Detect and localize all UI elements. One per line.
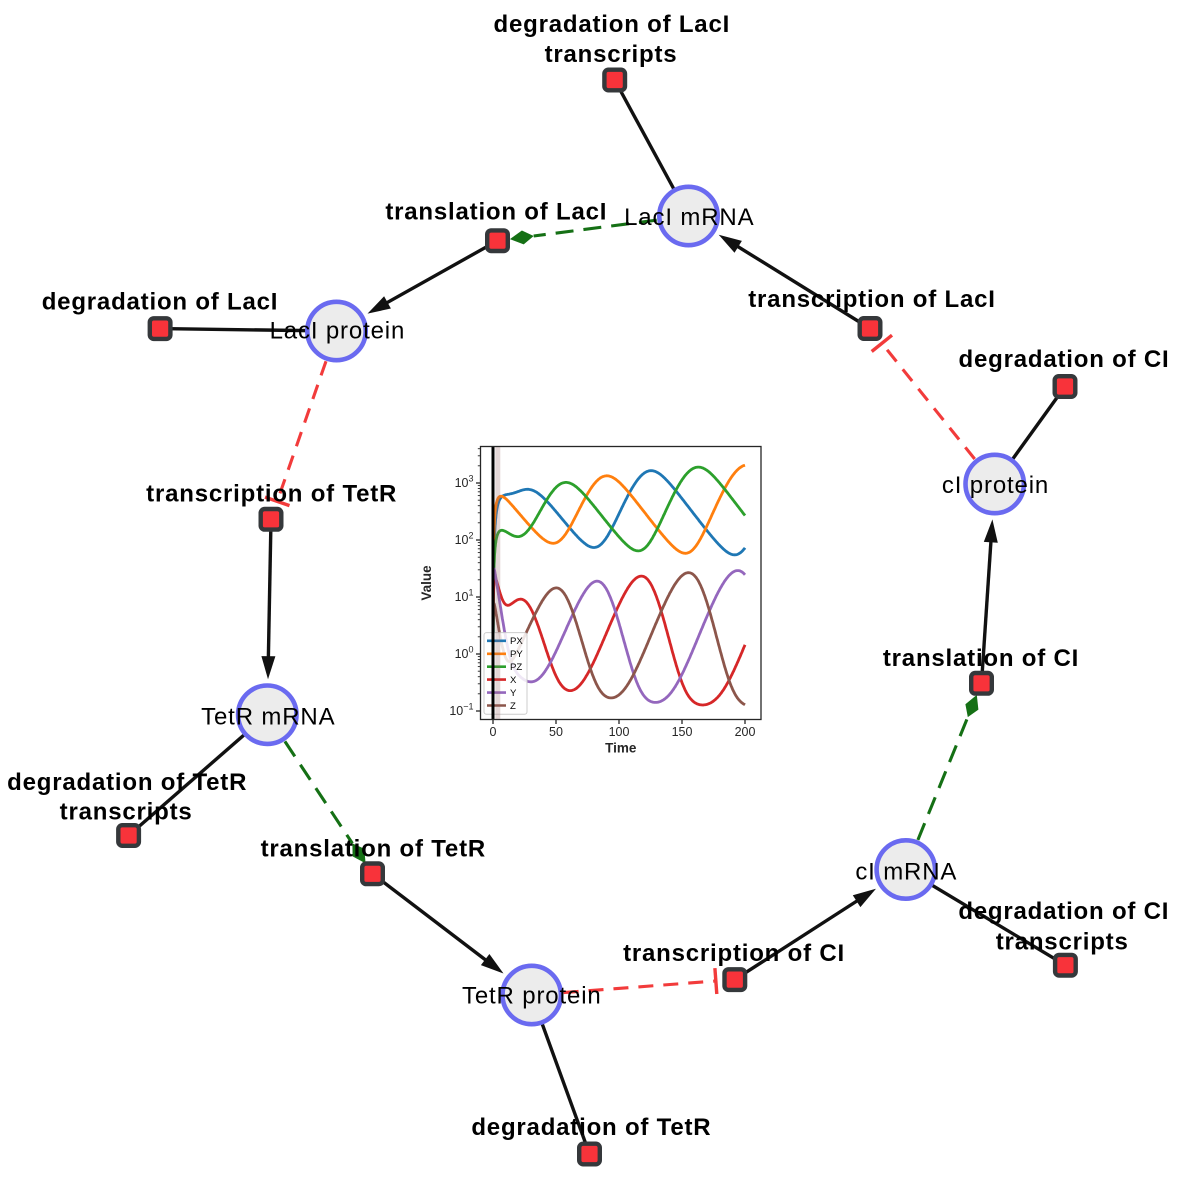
svg-text:transcripts: transcripts (60, 798, 193, 825)
svg-text:0: 0 (490, 725, 497, 739)
svg-text:PX: PX (510, 636, 523, 647)
svg-text:degradation of LacI: degradation of LacI (42, 289, 279, 316)
svg-text:translation of LacI: translation of LacI (385, 199, 607, 226)
svg-text:Time: Time (605, 741, 637, 756)
svg-text:Value: Value (419, 565, 434, 601)
svg-text:transcription of TetR: transcription of TetR (146, 481, 397, 508)
svg-text:PZ: PZ (510, 662, 522, 673)
svg-text:degradation of TetR: degradation of TetR (471, 1114, 711, 1141)
svg-text:100: 100 (609, 725, 630, 739)
svg-text:cI protein: cI protein (942, 472, 1049, 499)
svg-text:PY: PY (510, 649, 523, 660)
svg-text:200: 200 (735, 725, 756, 739)
svg-text:transcription of CI: transcription of CI (623, 940, 845, 967)
svg-text:degradation of TetR: degradation of TetR (7, 769, 247, 796)
svg-text:LacI protein: LacI protein (270, 318, 406, 345)
svg-text:transcripts: transcripts (996, 928, 1129, 955)
svg-text:degradation of CI: degradation of CI (958, 898, 1169, 925)
svg-text:translation of CI: translation of CI (883, 645, 1079, 672)
svg-text:degradation of LacI: degradation of LacI (494, 11, 731, 38)
svg-text:Z: Z (510, 701, 516, 712)
svg-text:150: 150 (672, 725, 693, 739)
svg-text:TetR mRNA: TetR mRNA (201, 703, 335, 730)
svg-text:transcription of LacI: transcription of LacI (748, 286, 996, 313)
svg-text:50: 50 (549, 725, 563, 739)
svg-text:transcripts: transcripts (545, 41, 678, 68)
svg-text:degradation of CI: degradation of CI (959, 346, 1170, 373)
svg-text:Y: Y (510, 688, 517, 699)
svg-text:TetR protein: TetR protein (462, 983, 602, 1010)
svg-text:cI mRNA: cI mRNA (855, 859, 957, 886)
svg-text:X: X (510, 675, 517, 686)
svg-text:LacI mRNA: LacI mRNA (624, 204, 754, 231)
svg-text:translation of TetR: translation of TetR (261, 835, 486, 862)
